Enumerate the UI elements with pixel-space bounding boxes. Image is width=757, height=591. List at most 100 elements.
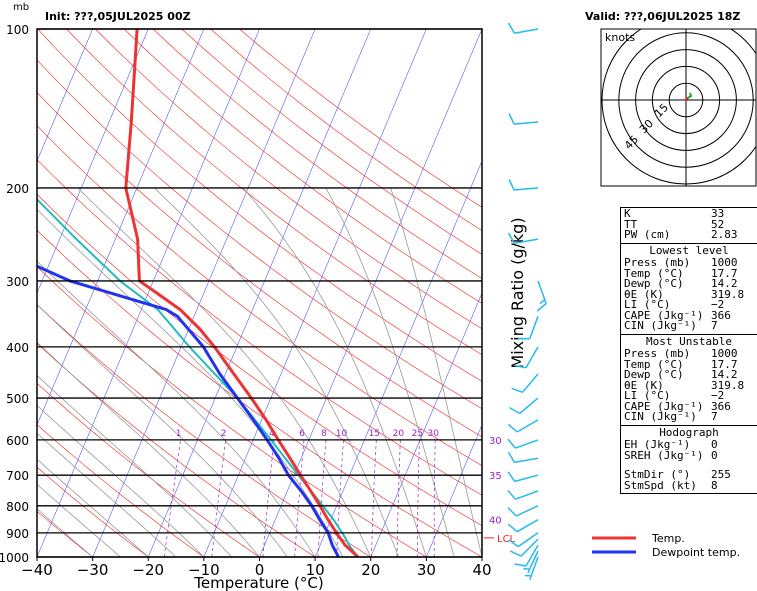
index-row: Dewp (°C) 14.2	[621, 368, 757, 381]
mixing-ratio-label: 30	[427, 429, 439, 439]
isotherm	[314, 160, 482, 557]
most-unstable-title: Most Unstable	[621, 333, 757, 349]
index-row: Temp (°C) 17.7	[621, 266, 757, 280]
index-row: Press (mb) 1000	[621, 257, 757, 269]
pressure-tick-label: 600	[6, 434, 29, 448]
isotherm	[37, 29, 205, 426]
mixing-ratio-line	[294, 439, 305, 557]
index-label: CIN (Jkg⁻¹)	[624, 410, 697, 423]
pressure-tick-label: 100	[6, 23, 29, 37]
index-label: Temp (°C)	[624, 266, 684, 280]
moist-adiabat	[390, 187, 482, 557]
isotherm	[426, 424, 482, 557]
mixing-ratio-label: 2	[221, 429, 227, 439]
legend: Temp.Dewpoint temp.	[592, 532, 740, 559]
index-value: −2	[711, 389, 725, 402]
index-row: θE (K) 319.8	[621, 378, 757, 392]
dry-adiabat	[37, 29, 482, 382]
temperature-axis: −40 −30 −20 −10 0 10 20 30 40	[21, 557, 492, 579]
pressure-tick-label: 200	[6, 182, 29, 196]
index-row: SREH (Jkg⁻¹) 0	[621, 448, 757, 462]
temperature-tick-label: 10	[306, 561, 325, 579]
index-row: LI (°C) −2	[621, 298, 757, 311]
dry-adiabat	[37, 125, 482, 467]
mixing-ratio-line	[211, 439, 227, 557]
index-row: Temp (°C) 17.7	[621, 357, 757, 371]
valid-time: Valid: ???,06JUL2025 18Z	[585, 10, 740, 23]
wind-barb	[507, 505, 539, 517]
index-row: LI (°C) −2	[621, 389, 757, 402]
lcl-label: LCL	[497, 534, 516, 545]
index-value: 366	[711, 308, 731, 322]
legend-label: Temp.	[651, 532, 685, 545]
index-label: Temp (°C)	[624, 357, 684, 371]
index-label: θE (K)	[624, 287, 664, 301]
pressure-tick-label: 900	[6, 527, 29, 541]
moist-adiabat	[37, 304, 288, 557]
wind-barb	[511, 373, 539, 394]
wind-barb	[507, 22, 539, 34]
wind-barb	[514, 544, 539, 567]
wind-barb	[507, 438, 539, 449]
wind-barb	[508, 179, 539, 191]
index-label: Dewp (°C)	[624, 277, 684, 290]
wind-barb	[507, 451, 539, 464]
index-row: CAPE (Jkg⁻¹) 366	[621, 399, 757, 413]
lowest-level-title: Lowest level	[621, 242, 757, 258]
index-label: LI (°C)	[624, 298, 671, 311]
moist-adiabat	[325, 187, 455, 557]
wind-barb	[507, 419, 539, 433]
index-value: 0	[711, 438, 718, 451]
dry-adiabat	[152, 29, 482, 279]
dry-adiabat	[37, 159, 482, 496]
index-row: K 33	[621, 208, 757, 220]
index-value: 319.8	[711, 378, 745, 392]
index-value: 366	[711, 399, 731, 413]
temperature-tick-label: −10	[188, 561, 220, 579]
mixing-ratio-label: 1	[176, 429, 182, 439]
mixing-ratio-line	[163, 439, 181, 557]
wind-barb	[518, 316, 539, 340]
profile-dewpoint-temp	[37, 264, 340, 557]
dry-adiabat	[37, 510, 93, 557]
index-label: StmSpd (kt)	[624, 478, 697, 492]
index-value: 14.2	[711, 368, 738, 381]
index-row: StmSpd (kt) 8	[621, 478, 757, 492]
moist-adiabat	[37, 404, 205, 557]
right-edge-label: 30	[489, 436, 502, 447]
index-label: CAPE (Jkg⁻¹)	[624, 399, 704, 413]
wind-barb	[508, 532, 539, 548]
wind-barb	[524, 556, 539, 580]
dry-adiabat	[123, 29, 482, 304]
wind-barb	[508, 113, 539, 125]
wind-barb	[536, 280, 547, 312]
index-value: 8	[711, 478, 718, 492]
dry-adiabat	[66, 29, 482, 356]
storm-motion-section: StmDir (°) 255 StmSpd (kt) 8	[621, 468, 757, 492]
index-value: 255	[711, 468, 731, 481]
moist-adiabat	[37, 208, 344, 557]
wind-barb	[523, 550, 539, 574]
index-label: PW (cm)	[624, 228, 671, 241]
isotherm	[203, 29, 427, 557]
mixing-ratio-label: 20	[393, 429, 405, 439]
index-label: CIN (Jkg⁻¹)	[624, 319, 697, 332]
legend-label: Dewpoint temp.	[652, 546, 740, 559]
hodograph-title: knots	[605, 31, 635, 44]
isotherm	[37, 29, 93, 162]
moist-adiabat	[77, 187, 372, 557]
wind-barbs	[507, 22, 547, 580]
index-value: 7	[711, 319, 718, 332]
temperature-tick-label: 40	[472, 561, 491, 579]
dry-adiabat	[37, 424, 205, 557]
wind-barb	[507, 471, 539, 483]
pressure-tick-label: 1000	[0, 551, 29, 565]
indices-table: K 33 TT 52 PW (cm) 2.83 Lowest level Press (mb)…	[620, 207, 757, 494]
wind-barb	[507, 489, 539, 500]
index-value: 0	[711, 448, 718, 462]
index-row: TT 52	[621, 219, 757, 231]
dry-adiabat	[37, 466, 149, 557]
x-axis-label: Temperature (°C)	[193, 574, 323, 591]
index-row: CIN (Jkg⁻¹) 7	[621, 410, 757, 423]
